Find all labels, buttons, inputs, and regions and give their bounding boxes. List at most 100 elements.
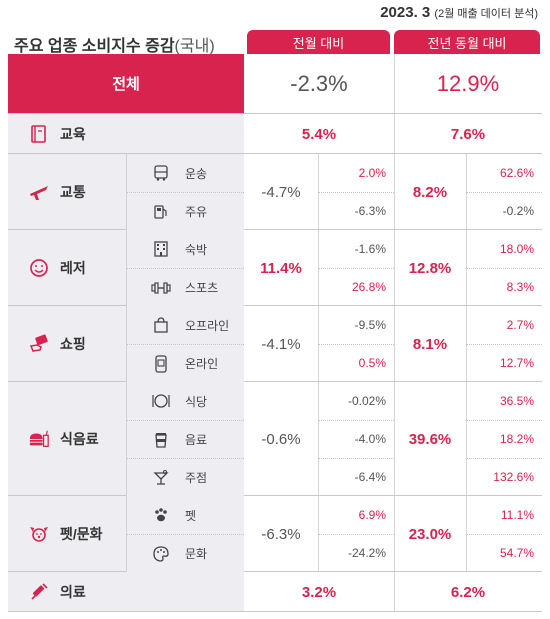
date-text: 2023. 3 [380,4,431,21]
date-note: (2월 매출 데이터 분석) [434,8,538,20]
pet-culture-sub-2-label: 문화 [185,547,208,561]
transport-sub-1: 운송 [126,154,244,192]
food-sub-2-label: 음료 [185,433,208,447]
transport-sub-2-mom: -6.3% [354,204,386,218]
shopping-sub-1-yoy: 2.7% [506,318,534,332]
food-sub-3: 주점 [126,458,244,496]
leisure-sub-2-yoy: 8.3% [506,280,534,294]
shopping-sub-2-label: 온라인 [185,357,219,371]
transport-category: 교통 [8,154,126,229]
food-sub-2: 음료 [126,420,244,458]
transport-sub-1-yoy: 62.6% [499,166,534,180]
shopping-sub-2-yoy: 12.7% [499,356,534,370]
medical-label: 의료 [60,583,86,600]
food-sub-2-yoy: 18.2% [499,432,534,446]
food-yoy-value: 39.6% [408,430,452,448]
education-mom-value: 5.4% [301,125,337,143]
leisure-sub-2: 스포츠 [126,268,244,306]
title-text: 주요 업종 소비지수 증감 [14,38,175,55]
pet-culture-sub-2: 문화 [126,534,244,572]
table-row-leisure: 레저 숙박 스포츠 11.4% -1.6% 26.8% 12.8% 18.0% … [8,230,542,306]
shopping-label: 쇼핑 [60,335,86,352]
transport-sub-2: 주유 [126,192,244,230]
airplane-icon [28,181,50,203]
palette-icon [151,544,171,564]
education-yoy-value: 7.6% [450,125,486,143]
paw-icon [151,505,171,525]
fuel-pump-icon [151,202,171,222]
total-mom-value: -2.3% [290,71,348,96]
total-yoy-value: 12.9% [436,71,500,96]
total-label: 전체 [8,54,244,113]
leisure-label: 레저 [60,259,86,276]
pet-culture-sub-1-label: 펫 [185,508,197,523]
leisure-mom-value: 11.4% [260,259,302,277]
transport-mom-value: -4.7% [261,183,301,201]
shopping-sub-2: 온라인 [126,344,244,382]
pet-culture-category: 펫/문화 [8,496,126,571]
table-row-total: 전체 -2.3% 12.9% [8,54,542,114]
education-category: 교육 [8,114,244,153]
food-label: 식음료 [60,430,99,447]
shopping-category: 쇼핑 [8,306,126,381]
food-sub-3-mom: -6.4% [354,470,386,484]
food-sub-1-yoy: 36.5% [499,394,534,408]
food-mom-value: -0.6% [261,430,301,448]
table-row-education: 교육 5.4% 7.6% [8,114,542,154]
smile-icon [28,257,50,279]
page-title: 주요 업종 소비지수 증감(국내) [14,32,215,56]
pet-culture-sub-1: 펫 [126,496,244,534]
leisure-sub-1-yoy: 18.0% [499,242,534,256]
leisure-sub-1: 숙박 [126,230,244,268]
bus-icon [151,163,171,183]
cocktail-icon [151,468,171,488]
food-sub-3-yoy: 132.6% [493,470,534,484]
transport-sub-2-label: 주유 [185,205,208,219]
report-date: 2023. 3 (2월 매출 데이터 분석) [380,4,538,21]
dog-icon [28,523,50,545]
shopping-sub-1-label: 오프라인 [185,318,230,333]
food-sub-2-mom: -4.0% [354,432,386,446]
medical-category: 의료 [8,572,244,611]
shopping-bag-icon [151,315,171,335]
column-header-mom: 전월 대비 [247,30,390,54]
medical-mom-value: 3.2% [301,583,337,601]
shopping-yoy-value: 8.1% [412,335,448,353]
column-header-yoy: 전년 동월 대비 [394,30,540,54]
transport-yoy-value: 8.2% [412,183,448,201]
table-row-food: 식음료 식당 음료 주점 -0.6% -0.02% -4.0% -6.4% 39… [8,382,542,496]
leisure-sub-1-label: 숙박 [185,242,208,257]
plate-icon [151,391,171,411]
shopping-sub-2-mom: 0.5% [358,356,386,370]
consumption-index-table: 전체 -2.3% 12.9% 교육 5.4% 7.6% 교통 운송 주 [8,54,542,614]
pet-culture-sub-1-mom: 6.9% [358,508,386,522]
coffee-cup-icon [151,430,171,450]
pet-culture-sub-2-mom: -24.2% [347,546,386,560]
pet-culture-yoy-value: 23.0% [408,525,452,543]
book-icon [28,123,50,145]
leisure-sub-2-label: 스포츠 [185,281,219,295]
medical-yoy-value: 6.2% [450,583,486,601]
transport-sub-1-label: 운송 [185,166,208,181]
transport-sub-2-yoy: -0.2% [502,204,534,218]
shopping-mom-value: -4.1% [261,335,301,353]
pet-culture-sub-1-yoy: 11.1% [500,508,534,522]
title-suffix: (국내) [174,38,215,55]
food-sub-1-label: 식당 [185,394,208,409]
table-row-medical: 의료 3.2% 6.2% [8,572,542,612]
hotel-icon [151,239,171,259]
food-sub-1-mom: -0.02% [347,394,386,408]
smartphone-icon [151,354,171,374]
food-category: 식음료 [8,382,126,495]
card-hand-icon [28,333,50,355]
food-sub-3-label: 주점 [185,471,208,485]
transport-label: 교통 [60,183,86,200]
food-sub-1: 식당 [126,382,244,420]
dumbbell-icon [151,278,171,298]
leisure-yoy-value: 12.8% [408,259,452,277]
pet-culture-mom-value: -6.3% [261,525,301,543]
transport-sub-1-mom: 2.0% [358,166,386,180]
table-row-pet-culture: 펫/문화 펫 문화 -6.3% 6.9% -24.2% 23.0% 11.1% … [8,496,542,572]
pet-culture-sub-2-yoy: 54.7% [499,546,534,560]
pet-culture-label: 펫/문화 [60,525,103,542]
